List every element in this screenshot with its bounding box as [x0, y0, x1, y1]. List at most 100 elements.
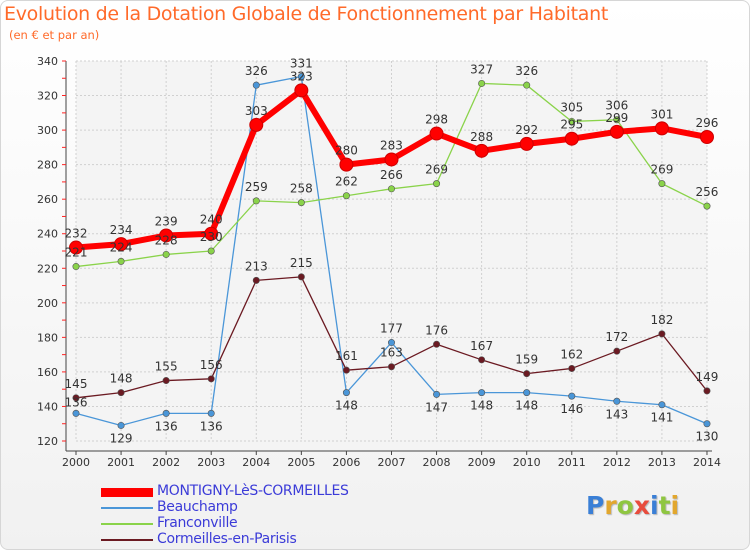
- data-label: 234: [110, 223, 133, 237]
- x-tick-label: 2011: [558, 456, 586, 469]
- series-Franconville: [72, 79, 711, 271]
- y-tick-label: 280: [37, 159, 58, 172]
- series-MONTIGNY-LèS-CORMEILLES: [69, 83, 714, 255]
- grid: [75, 60, 708, 442]
- data-label: 148: [335, 399, 358, 413]
- data-label: 306: [605, 99, 628, 113]
- data-label: 167: [470, 339, 493, 353]
- data-point: [252, 81, 260, 89]
- data-point: [474, 143, 489, 158]
- proxiti-logo: Proxiti: [586, 491, 679, 520]
- data-point: [478, 79, 486, 87]
- data-label: 305: [560, 100, 583, 114]
- data-label: 299: [605, 111, 628, 125]
- data-point: [72, 263, 80, 271]
- data-label: 296: [696, 116, 719, 130]
- data-label: 130: [696, 430, 719, 444]
- data-label: 162: [560, 347, 583, 361]
- data-point: [207, 375, 215, 383]
- data-label: 156: [200, 358, 223, 372]
- data-point: [523, 389, 531, 397]
- x-tick-label: 2007: [377, 456, 405, 469]
- data-label: 323: [290, 69, 313, 83]
- data-label: 136: [200, 419, 223, 433]
- data-point: [159, 228, 174, 243]
- data-label: 146: [560, 402, 583, 416]
- data-point: [387, 339, 395, 347]
- x-tick-label: 2014: [693, 456, 721, 469]
- data-label: 240: [200, 213, 223, 227]
- y-tick-label: 240: [37, 228, 58, 241]
- data-label: 303: [245, 104, 268, 118]
- data-point: [433, 340, 441, 348]
- data-point: [342, 389, 350, 397]
- data-point: [703, 420, 711, 428]
- x-tick-label: 2012: [603, 456, 631, 469]
- data-label: 221: [65, 246, 88, 260]
- data-label: 176: [425, 323, 448, 337]
- data-label: 269: [425, 163, 448, 177]
- x-tick-label: 2010: [513, 456, 541, 469]
- data-label: 228: [155, 233, 178, 247]
- legend-item: Beauchamp: [101, 499, 441, 516]
- x-tick-label: 2009: [468, 456, 496, 469]
- legend-swatch: [101, 523, 153, 525]
- data-point: [658, 401, 666, 409]
- data-point: [294, 83, 309, 98]
- data-label: 213: [245, 259, 268, 273]
- data-label: 232: [65, 227, 88, 241]
- data-label: 172: [605, 330, 628, 344]
- data-point: [519, 136, 534, 151]
- y-tick-label: 340: [37, 55, 58, 68]
- legend-label: Beauchamp: [157, 499, 238, 515]
- data-point: [117, 257, 125, 265]
- data-label: 129: [110, 431, 133, 445]
- y-tick-label: 260: [37, 193, 58, 206]
- data-point: [297, 273, 305, 281]
- data-point: [207, 409, 215, 417]
- data-point: [69, 240, 83, 255]
- data-label: 298: [425, 113, 448, 127]
- data-point: [703, 202, 711, 210]
- data-point: [342, 192, 350, 200]
- data-label: 143: [605, 407, 628, 421]
- data-label: 288: [470, 130, 493, 144]
- data-label: 148: [470, 399, 493, 413]
- data-point: [699, 130, 714, 144]
- chart-title: Evolution de la Dotation Globale de Fonc…: [4, 3, 609, 25]
- x-tick-label: 2004: [242, 456, 270, 469]
- data-label: 295: [560, 118, 583, 132]
- data-label: 136: [155, 419, 178, 433]
- data-point: [342, 366, 350, 374]
- data-point: [387, 363, 395, 371]
- data-label: 230: [200, 230, 223, 244]
- y-tick-label: 180: [37, 331, 58, 344]
- data-point: [609, 124, 624, 139]
- logo-letter: x: [633, 491, 650, 520]
- data-point: [384, 152, 399, 167]
- data-point: [658, 330, 666, 338]
- logo-letter: i: [650, 491, 659, 520]
- data-point: [72, 409, 80, 417]
- y-tick-label: 160: [37, 366, 58, 379]
- data-label: 326: [515, 64, 538, 78]
- data-label: 327: [470, 62, 493, 76]
- x-tick-label: 2002: [152, 456, 180, 469]
- logo-letter: i: [670, 491, 680, 520]
- data-label: 256: [696, 185, 719, 199]
- data-point: [478, 356, 486, 364]
- data-label: 177: [380, 322, 403, 336]
- data-label: 159: [515, 353, 538, 367]
- data-point: [658, 180, 666, 188]
- data-label: 141: [650, 411, 673, 425]
- legend-label: Franconville: [157, 515, 238, 531]
- logo-letter: r: [604, 491, 617, 520]
- y-tick-label: 140: [37, 400, 58, 413]
- data-label: 259: [245, 180, 268, 194]
- logo-letter: t: [658, 491, 671, 520]
- data-label: 155: [155, 360, 178, 374]
- data-label: 136: [65, 395, 88, 409]
- data-point: [568, 392, 576, 400]
- legend-swatch: [101, 539, 153, 541]
